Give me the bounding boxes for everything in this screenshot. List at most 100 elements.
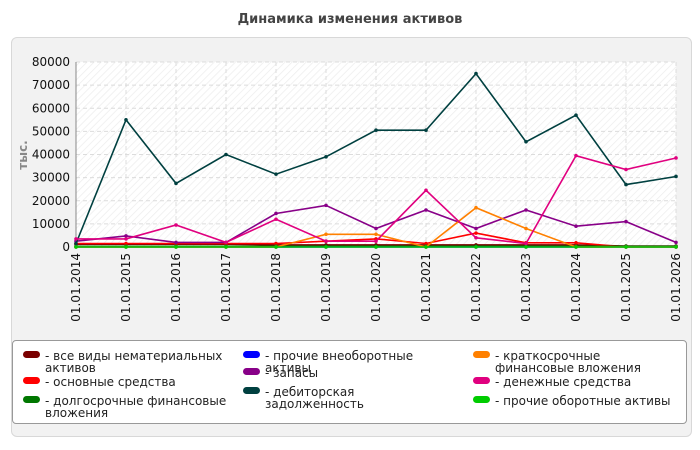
chart-title: Динамика изменения активов xyxy=(237,12,463,27)
series-4 xyxy=(74,203,678,245)
legend-label: - краткосрочные финансовые вложения xyxy=(495,349,641,375)
x-tick-label: 01.01.2026 xyxy=(669,253,683,322)
data-point xyxy=(374,128,378,133)
x-tick-label: 01.01.2018 xyxy=(269,253,283,322)
y-tick-label: 50000 xyxy=(32,124,70,138)
data-point xyxy=(374,226,378,231)
data-point xyxy=(474,235,478,240)
legend-label: - основные средства xyxy=(45,375,176,389)
data-point xyxy=(424,128,428,133)
y-tick-label: 10000 xyxy=(32,217,70,231)
data-point xyxy=(524,139,528,144)
data-point xyxy=(274,245,278,249)
y-tick-label: 40000 xyxy=(32,148,70,162)
x-tick-label: 01.01.2020 xyxy=(369,253,383,322)
legend-label: - денежные средства xyxy=(495,375,632,389)
data-point xyxy=(324,155,328,159)
y-tick-label: 80000 xyxy=(32,55,70,69)
legend-swatch xyxy=(473,351,490,358)
series-5 xyxy=(74,71,678,246)
legend-label: - прочие внеоборотные активы xyxy=(265,349,414,375)
y-tick-label: 30000 xyxy=(32,171,70,185)
x-tick-label: 01.01.2023 xyxy=(519,253,533,322)
data-point xyxy=(374,245,378,249)
y-tick-label: 0 xyxy=(62,240,70,254)
x-tick-label: 01.01.2019 xyxy=(319,253,333,322)
y-tick-label: 20000 xyxy=(32,194,70,208)
data-point xyxy=(424,241,428,246)
legend-label: - прочие оборотные активы xyxy=(495,394,671,408)
data-point xyxy=(524,245,528,249)
legend-label: - долгосрочные финансовые вложения xyxy=(45,394,227,420)
legend-swatch xyxy=(243,368,260,375)
legend-swatch xyxy=(23,377,40,384)
data-point xyxy=(574,245,578,249)
data-point xyxy=(574,241,578,245)
data-point xyxy=(224,152,228,157)
chart-legend: - все виды нематериальных активов - основ… xyxy=(12,340,687,424)
legend-swatch xyxy=(243,351,260,358)
data-point xyxy=(524,241,528,246)
data-point xyxy=(324,239,328,244)
data-point xyxy=(474,231,478,235)
data-point xyxy=(474,226,478,231)
data-point xyxy=(174,245,178,249)
data-point xyxy=(674,240,678,245)
y-tick-label: 70000 xyxy=(32,78,70,92)
data-point xyxy=(574,224,578,228)
y-axis-label: тыс. xyxy=(16,140,30,169)
legend-swatch xyxy=(243,387,260,394)
x-tick-label: 01.01.2021 xyxy=(419,253,433,322)
data-point xyxy=(74,241,78,246)
legend-label: - дебиторская задолженность xyxy=(265,385,364,411)
legend-swatch xyxy=(23,351,40,358)
x-tick-label: 01.01.2014 xyxy=(69,253,83,322)
x-tick-label: 01.01.2015 xyxy=(119,253,133,322)
series-8 xyxy=(74,245,678,249)
data-point xyxy=(374,232,378,237)
data-point xyxy=(674,174,678,179)
y-tick-label: 60000 xyxy=(32,101,70,115)
legend-label: - запасы xyxy=(265,366,319,380)
data-point xyxy=(74,237,78,241)
data-point xyxy=(274,172,278,176)
legend-swatch xyxy=(23,396,40,403)
data-point xyxy=(174,240,178,245)
data-point xyxy=(124,118,128,122)
x-tick-label: 01.01.2025 xyxy=(619,253,633,322)
data-point xyxy=(424,245,428,249)
data-point xyxy=(124,237,128,241)
data-point xyxy=(274,211,278,216)
data-point xyxy=(674,156,678,160)
data-point xyxy=(524,226,528,231)
data-point xyxy=(574,113,578,117)
legend-swatch xyxy=(473,377,490,384)
x-tick-label: 01.01.2024 xyxy=(569,253,583,322)
data-point xyxy=(124,234,128,238)
data-point xyxy=(274,217,278,222)
data-point xyxy=(274,241,278,246)
data-point xyxy=(474,205,478,210)
data-point xyxy=(624,219,628,224)
data-point xyxy=(124,245,128,249)
data-point xyxy=(624,182,628,187)
chart-plot: 0 10000 20000 30000 40000 50000 60000 70000 8000… xyxy=(16,55,683,322)
data-point xyxy=(124,241,128,246)
data-point xyxy=(674,245,678,249)
x-tick-label: 01.01.2022 xyxy=(469,253,483,322)
x-tick-label: 01.01.2016 xyxy=(169,253,183,322)
legend-label: - все виды нематериальных активов xyxy=(45,349,223,375)
series-7 xyxy=(74,153,678,246)
data-point xyxy=(624,245,628,249)
data-point xyxy=(474,245,478,249)
data-point xyxy=(624,167,628,172)
data-point xyxy=(74,245,78,249)
data-point xyxy=(224,240,228,245)
data-point xyxy=(324,232,328,237)
data-point xyxy=(174,223,178,227)
data-point xyxy=(424,208,428,212)
data-point xyxy=(374,239,378,244)
legend-swatch xyxy=(473,396,490,403)
data-point xyxy=(524,208,528,212)
x-tick-label: 01.01.2017 xyxy=(219,253,233,322)
